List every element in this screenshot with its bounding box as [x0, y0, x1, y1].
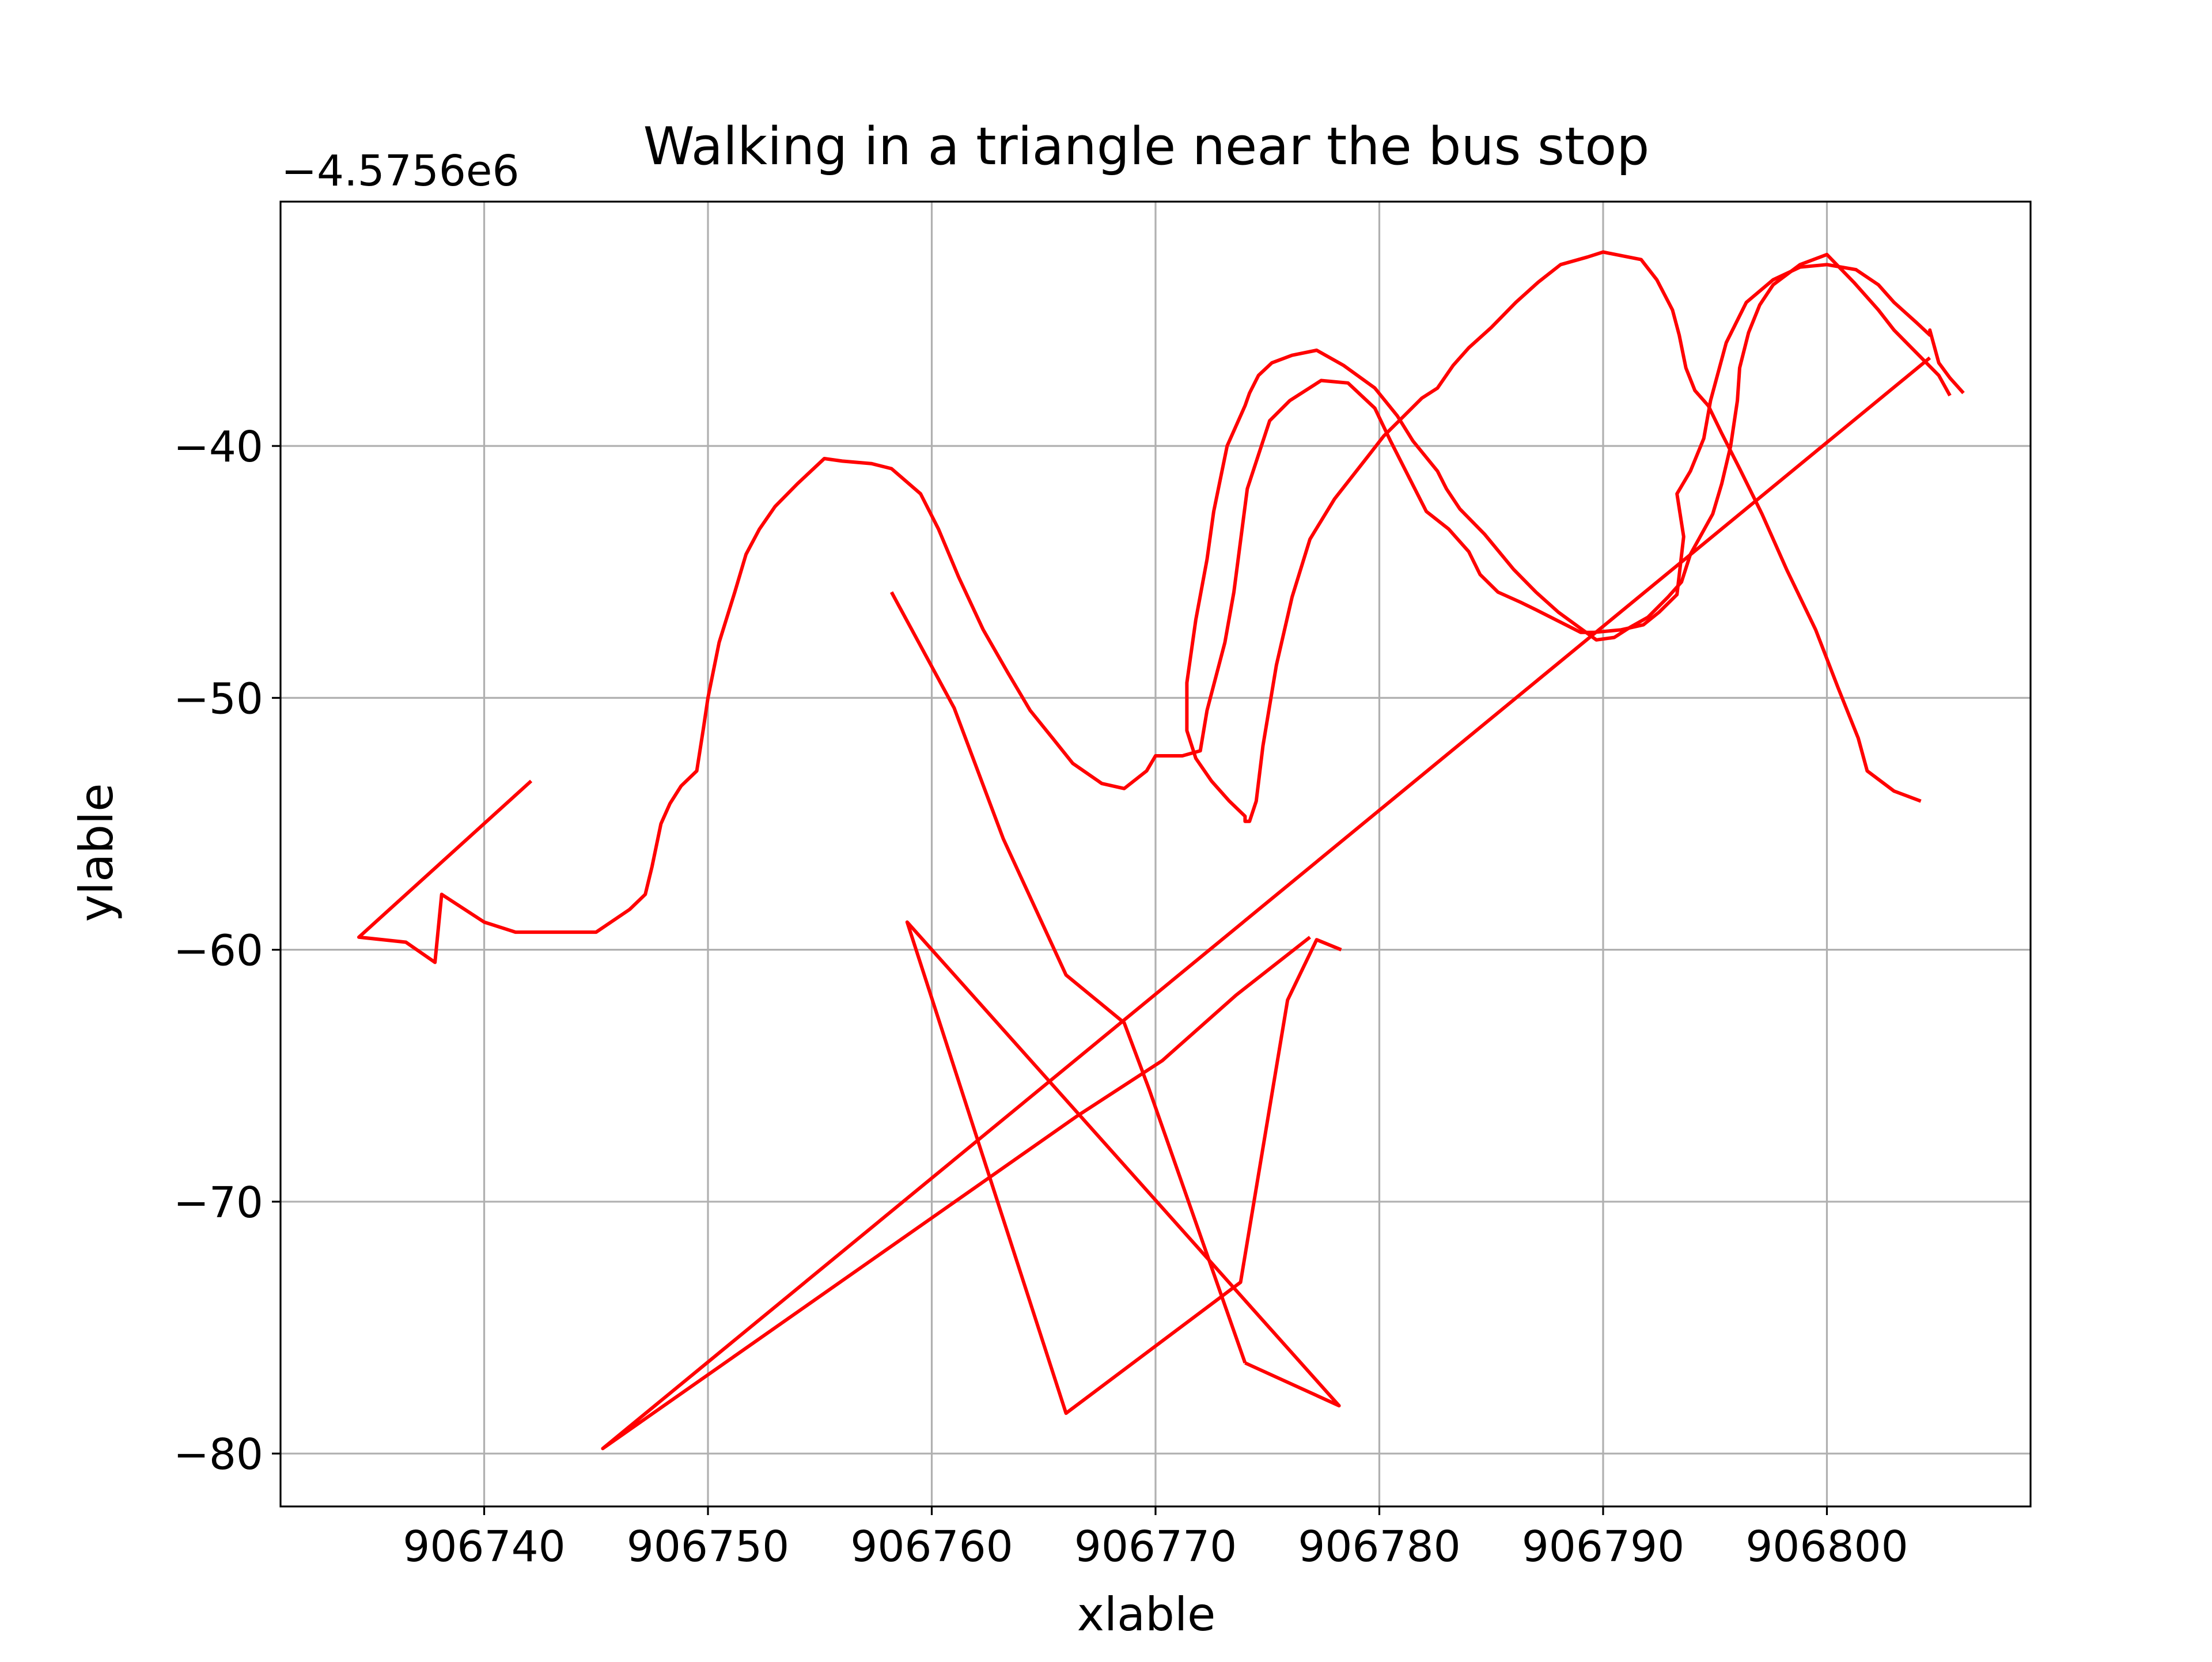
x-tick-label: 906760: [850, 1522, 1013, 1572]
series-line-1: [357, 263, 1965, 964]
y-tick-label: −70: [173, 1178, 263, 1228]
grid: [281, 202, 2031, 1506]
x-tick-label: 906780: [1298, 1522, 1461, 1572]
y-tick-label: −40: [173, 422, 263, 472]
chart-title: Walking in a triangle near the bus stop: [643, 116, 1650, 177]
y-tick-label: −80: [173, 1430, 263, 1479]
ticks: 906740 906750 906760 906770 906780 906790 9068…: [173, 422, 1908, 1572]
x-tick-label: 906740: [403, 1522, 566, 1572]
series-line-4: [905, 920, 1342, 1415]
x-tick-label: 906770: [1074, 1522, 1237, 1572]
x-axis-label: xlable: [1077, 1588, 1216, 1641]
y-offset-label: −4.5756e6: [281, 146, 520, 196]
series-line-5: [601, 356, 1931, 1451]
y-tick-label: −60: [173, 926, 263, 976]
y-tick-label: −50: [173, 674, 263, 724]
series-lines: [357, 250, 1965, 1451]
x-tick-label: 906800: [1745, 1522, 1908, 1572]
series-line-3: [889, 591, 1247, 1364]
series-line-2: [1185, 250, 1952, 823]
x-tick-label: 906790: [1522, 1522, 1685, 1572]
y-axis-label: ylable: [70, 783, 123, 922]
x-tick-label: 906750: [627, 1522, 790, 1572]
